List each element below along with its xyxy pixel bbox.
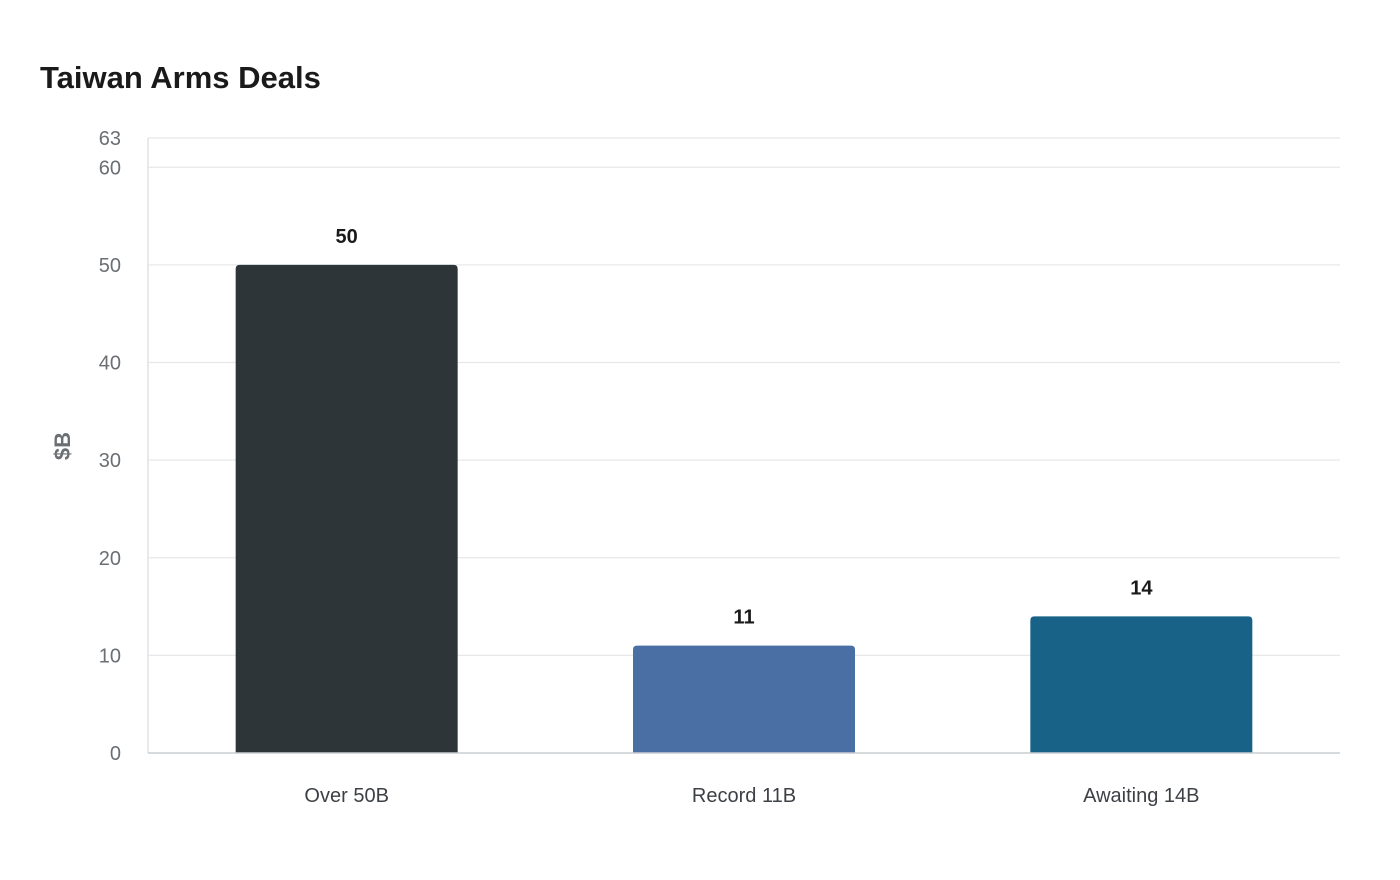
bar-value-label: 14	[1130, 577, 1153, 599]
y-tick-label: 63	[99, 128, 121, 150]
y-tick-label: 20	[99, 548, 121, 570]
bar	[235, 264, 458, 753]
chart-title: Taiwan Arms Deals	[40, 60, 321, 95]
bar	[1030, 616, 1253, 753]
y-tick-label: 0	[110, 743, 121, 765]
labels: 0 10 20 30 40 50 60 63 50 Over 50B 11 Record 11B 14 A…	[50, 128, 1200, 807]
bar-value-label: 11	[733, 607, 754, 629]
axes	[147, 138, 1340, 754]
y-tick-label: 30	[99, 450, 121, 472]
y-tick-label: 60	[99, 157, 121, 179]
x-tick-label: Awaiting 14B	[1083, 785, 1199, 807]
bar	[633, 645, 855, 753]
y-tick-label: 10	[99, 645, 121, 667]
bar-value-label: 50	[336, 226, 358, 248]
bars	[235, 264, 1253, 753]
x-tick-label: Over 50B	[304, 785, 388, 807]
y-tick-label: 50	[99, 255, 121, 277]
x-tick-label: Record 11B	[692, 785, 796, 807]
y-axis-title: $B	[50, 432, 75, 460]
y-tick-label: 40	[99, 353, 121, 375]
